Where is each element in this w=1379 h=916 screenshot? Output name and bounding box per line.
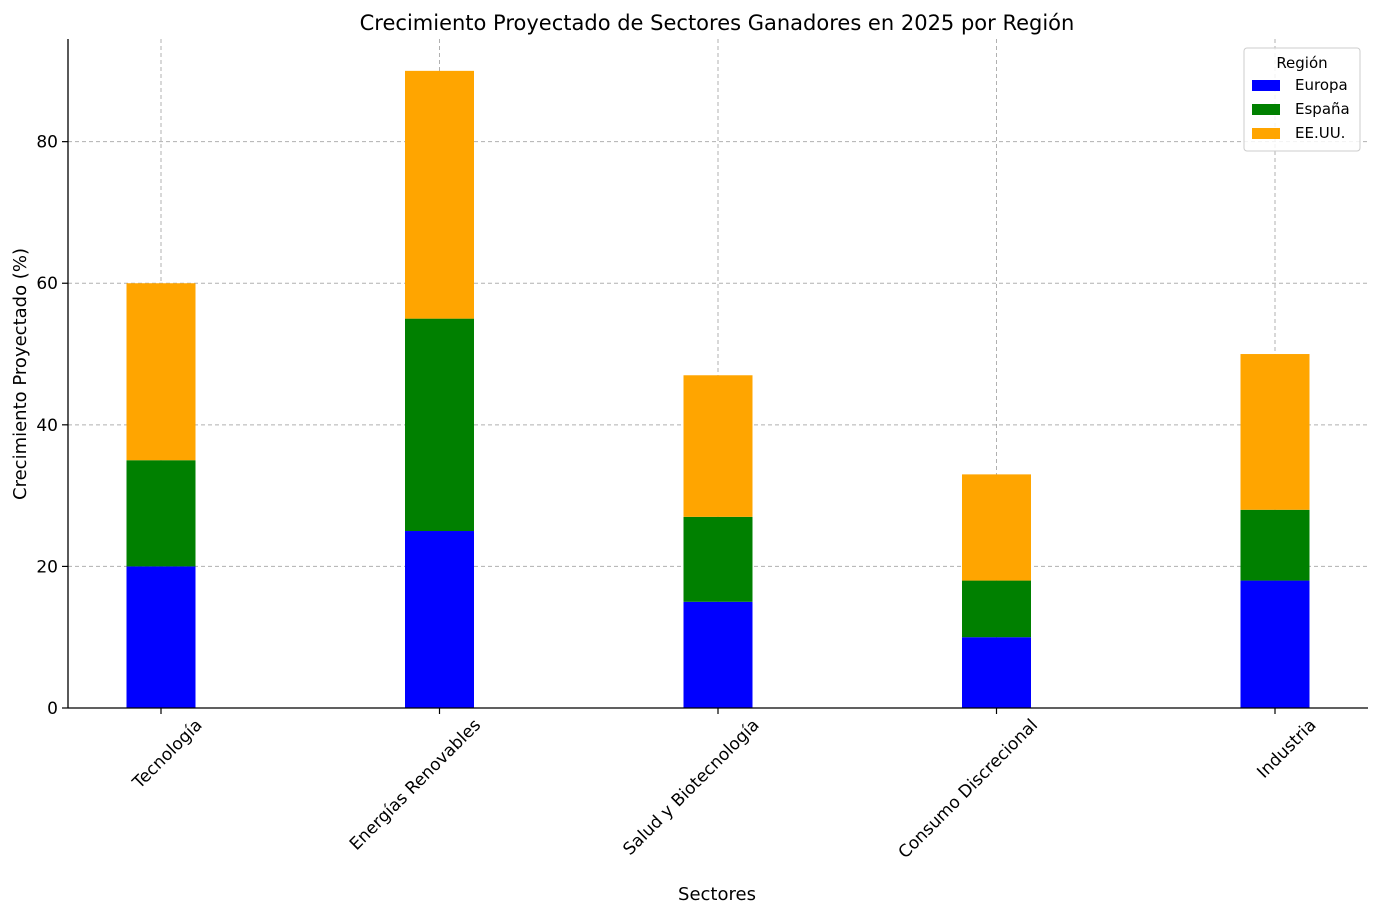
bar-0-series-0	[126, 566, 196, 708]
legend-title: Región	[1276, 54, 1327, 72]
bar-4-series-1	[1240, 509, 1310, 581]
bar-1-series-1	[405, 318, 474, 532]
y-tick-label-80: 80	[36, 133, 58, 153]
bar-2-series-0	[683, 601, 753, 708]
y-axis-label: Crecimiento Proyectado (%)	[10, 248, 31, 500]
bar-4-series-2	[1240, 354, 1310, 510]
y-tick-label-40: 40	[36, 416, 58, 436]
bar-1-series-2	[405, 70, 474, 319]
x-tick-label-3: Consumo Discrecional	[895, 715, 1042, 862]
y-tick-label-0: 0	[47, 699, 58, 719]
bar-1-series-0	[405, 531, 474, 708]
bar-0-series-2	[126, 283, 196, 461]
legend: Región Europa España EE.UU.	[1243, 47, 1361, 152]
legend-swatch-2	[1252, 128, 1280, 139]
bars	[126, 70, 1310, 708]
bar-2-series-2	[683, 375, 753, 517]
bar-2-series-1	[683, 516, 753, 602]
x-tick-label-4: Industria	[1253, 715, 1320, 782]
x-tick-label-2: Salud y Biotecnología	[619, 715, 763, 859]
bar-3-series-0	[962, 637, 1031, 708]
bar-0-series-1	[126, 460, 196, 567]
y-tick-label-60: 60	[36, 274, 58, 294]
y-tick-label-20: 20	[36, 557, 58, 577]
x-axis-label: Sectores	[678, 884, 756, 905]
y-axis-ticks: 0 20 40 60 80	[36, 133, 68, 719]
bar-3-series-1	[962, 580, 1031, 638]
x-tick-label-0: Tecnología	[128, 715, 206, 793]
legend-entry-1: España	[1295, 100, 1350, 118]
bar-3-series-2	[962, 474, 1031, 581]
x-tick-label-1: Energías Renovables	[346, 715, 485, 854]
legend-entry-2: EE.UU.	[1295, 124, 1345, 142]
x-axis-ticks: Tecnología Energías Renovables Salud y Bio…	[128, 708, 1321, 863]
legend-swatch-1	[1252, 104, 1280, 115]
legend-frame	[1243, 47, 1361, 152]
legend-entry-0: Europa	[1295, 76, 1348, 94]
chart-title: Crecimiento Proyectado de Sectores Ganad…	[360, 11, 1075, 35]
legend-swatch-0	[1252, 80, 1280, 91]
bar-4-series-0	[1240, 580, 1310, 708]
